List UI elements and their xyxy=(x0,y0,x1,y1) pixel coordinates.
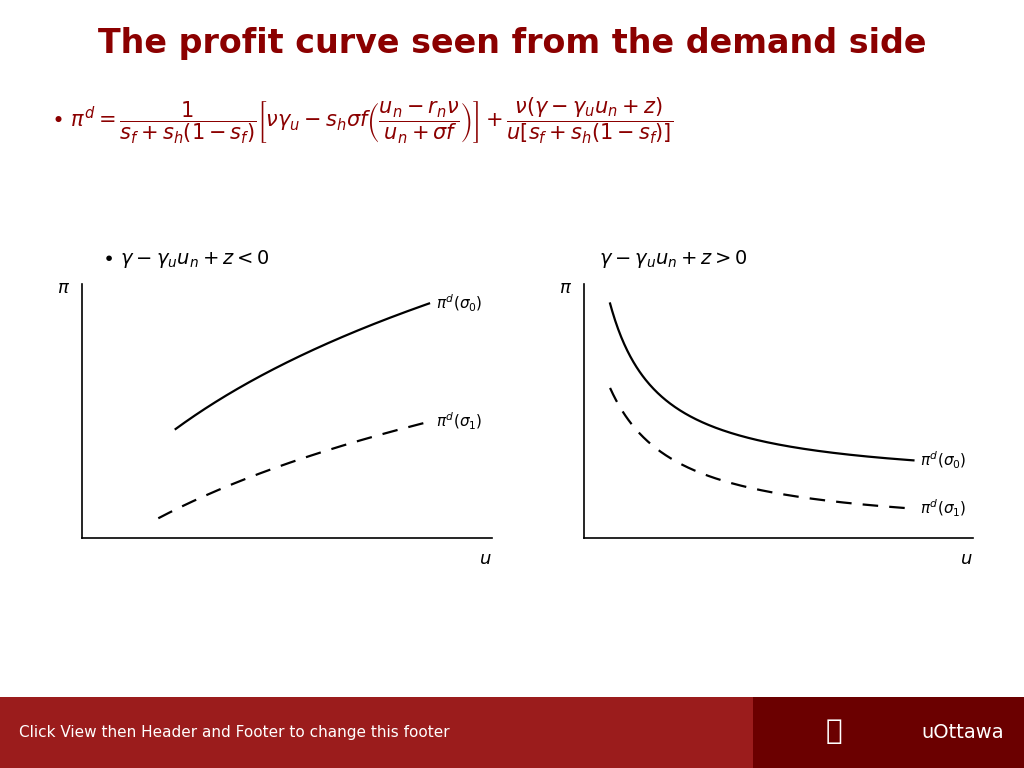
Text: $\bullet\ \pi^{d} = \dfrac{1}{s_f+s_h(1-s_f)}\left[\nu\gamma_u - s_h\sigma f\lef: $\bullet\ \pi^{d} = \dfrac{1}{s_f+s_h(1-… xyxy=(51,96,673,146)
Text: $\pi^{d}(\sigma_1)$: $\pi^{d}(\sigma_1)$ xyxy=(436,411,482,432)
Text: $\pi^{d}(\sigma_0)$: $\pi^{d}(\sigma_0)$ xyxy=(920,450,967,471)
Text: $u$: $u$ xyxy=(961,550,973,568)
Text: $\pi^{d}(\sigma_1)$: $\pi^{d}(\sigma_1)$ xyxy=(920,498,967,519)
Text: $\pi$: $\pi$ xyxy=(559,279,572,297)
Text: ⛪: ⛪ xyxy=(825,717,843,745)
Text: $u$: $u$ xyxy=(479,550,492,568)
Text: uOttawa: uOttawa xyxy=(921,723,1004,742)
Text: $\pi$: $\pi$ xyxy=(56,279,70,297)
Text: $\pi^{d}(\sigma_0)$: $\pi^{d}(\sigma_0)$ xyxy=(436,293,482,314)
Text: The profit curve seen from the demand side: The profit curve seen from the demand si… xyxy=(97,27,927,60)
Text: $\gamma - \gamma_u u_n + z > 0$: $\gamma - \gamma_u u_n + z > 0$ xyxy=(599,248,748,270)
Text: $\bullet\ \gamma - \gamma_u u_n + z < 0$: $\bullet\ \gamma - \gamma_u u_n + z < 0$ xyxy=(102,248,269,270)
Text: Click View then Header and Footer to change this footer: Click View then Header and Footer to cha… xyxy=(18,725,450,740)
